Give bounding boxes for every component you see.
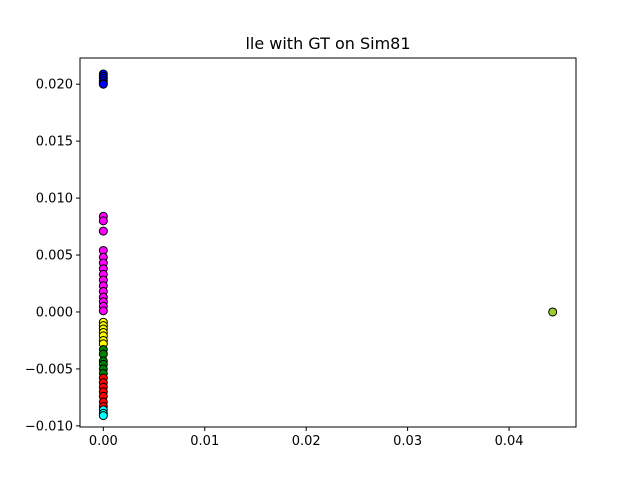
- data-point: [548, 307, 558, 317]
- data-point: [98, 226, 108, 236]
- x-tick-label: 0.04: [495, 434, 524, 449]
- data-point: [98, 216, 108, 226]
- data-point: [98, 79, 108, 89]
- x-tick-label: 0.00: [89, 434, 118, 449]
- y-tick-label: −0.005: [25, 362, 73, 377]
- x-axis: 0.00 0.01 0.02 0.03 0.04: [89, 427, 524, 449]
- y-tick-label: 0.020: [36, 78, 73, 93]
- y-tick-label: 0.010: [36, 192, 73, 207]
- y-axis: −0.010 −0.005 0.000 0.005 0.010 0.015 0.020: [25, 78, 80, 434]
- plot-frame: [79, 57, 577, 428]
- points-layer: [98, 69, 558, 421]
- x-tick-label: 0.03: [393, 434, 422, 449]
- y-tick-label: 0.005: [36, 249, 73, 264]
- data-point: [98, 306, 108, 316]
- x-tick-label: 0.02: [292, 434, 321, 449]
- y-tick-label: 0.000: [36, 305, 73, 320]
- data-point: [98, 411, 108, 421]
- x-tick-label: 0.01: [190, 434, 219, 449]
- y-tick-label: 0.015: [36, 135, 73, 150]
- y-tick-label: −0.010: [25, 419, 73, 434]
- chart-title: lle with GT on Sim81: [245, 34, 410, 53]
